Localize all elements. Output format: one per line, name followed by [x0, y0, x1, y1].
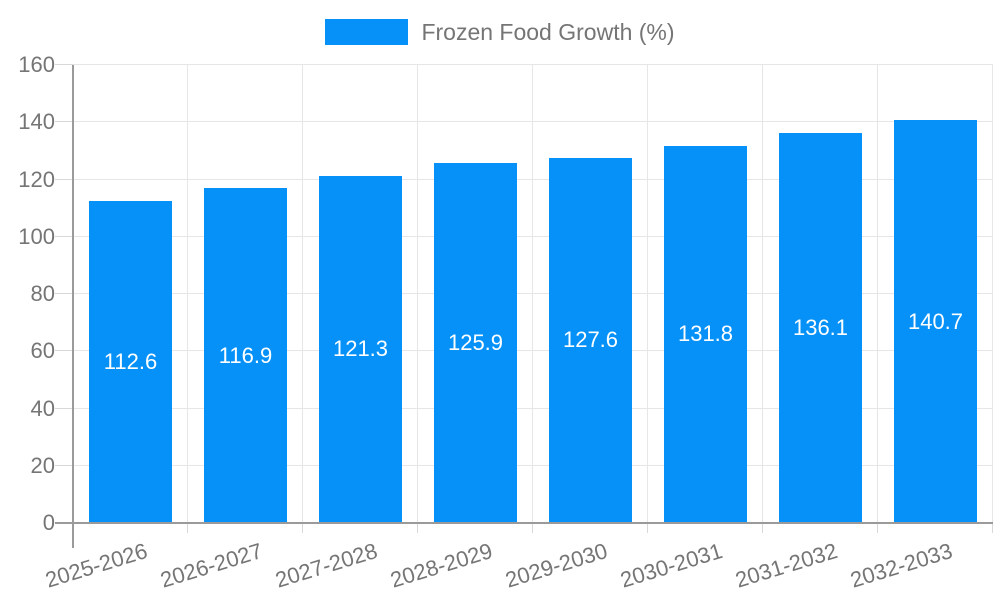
- bar: [434, 162, 517, 523]
- gridline-y: [73, 178, 993, 180]
- bar-value-label: 136.1: [792, 315, 849, 341]
- gridline-y: [73, 407, 993, 409]
- x-axis-tick: [417, 523, 418, 533]
- bar-value-label: 121.3: [332, 336, 389, 362]
- x-axis-tick: [647, 523, 648, 533]
- x-axis-category-label: 2027-2028: [271, 538, 380, 593]
- x-axis-category-label: 2026-2027: [156, 538, 265, 593]
- y-axis-line: [72, 65, 74, 548]
- y-axis-tick-label: 140: [18, 109, 55, 135]
- gridline-y: [73, 293, 993, 294]
- legend[interactable]: Frozen Food Growth (%): [0, 16, 1000, 48]
- gridline-y: [73, 235, 993, 237]
- bar: [319, 175, 402, 523]
- x-axis-baseline: [55, 522, 993, 524]
- y-axis-tick: [55, 464, 73, 466]
- y-axis-tick-label: 100: [18, 223, 55, 249]
- x-axis-category-label: 2029-2030: [501, 538, 610, 593]
- gridline-x: [532, 65, 533, 523]
- y-axis-tick-label: 60: [30, 338, 55, 364]
- gridline-x: [992, 65, 993, 523]
- bar-value-label: 116.9: [218, 342, 273, 368]
- y-axis-tick: [55, 178, 73, 180]
- gridline-x: [877, 65, 878, 523]
- gridline-y: [73, 121, 993, 123]
- y-axis-tick-label: 120: [18, 166, 55, 192]
- bar-value-label: 127.6: [562, 327, 619, 353]
- bar-value-label: 112.6: [103, 348, 158, 374]
- gridline-y: [73, 64, 993, 65]
- y-axis-tick-label: 40: [30, 395, 55, 421]
- y-axis-tick: [55, 293, 73, 294]
- legend-label: Frozen Food Growth (%): [421, 18, 675, 45]
- legend-swatch-icon: [325, 19, 409, 45]
- x-axis-tick: [532, 523, 533, 533]
- bar: [779, 133, 862, 523]
- x-axis-category-label: 2025-2026: [41, 538, 150, 593]
- bar-value-label: 125.9: [447, 329, 504, 355]
- y-axis-tick: [55, 235, 73, 237]
- x-axis-tick: [877, 523, 878, 533]
- gridline-x: [762, 65, 763, 523]
- x-axis-category-label: 2032-2033: [846, 538, 955, 593]
- bar: [204, 188, 287, 523]
- bar-value-label: 140.7: [907, 308, 964, 334]
- gridline-x: [187, 65, 188, 523]
- bar-value-label: 131.8: [677, 321, 734, 347]
- x-axis-tick: [302, 523, 303, 533]
- y-axis-tick-label: 20: [30, 452, 55, 478]
- gridline-y: [73, 350, 993, 352]
- gridline-x: [647, 65, 648, 523]
- x-axis-tick: [187, 523, 188, 533]
- bar: [549, 157, 632, 523]
- x-axis-category-label: 2031-2032: [731, 538, 840, 593]
- x-axis-tick: [992, 523, 993, 533]
- bar: [894, 120, 977, 523]
- x-axis-category-label: 2030-2031: [616, 538, 725, 593]
- bar: [664, 145, 747, 523]
- y-axis-tick: [55, 64, 73, 65]
- x-axis-tick: [762, 523, 763, 533]
- gridline-x: [302, 65, 303, 523]
- x-axis-category-label: 2028-2029: [386, 538, 495, 593]
- gridline-x: [417, 65, 418, 523]
- gridline-y: [73, 464, 993, 466]
- bar: [89, 200, 172, 523]
- y-axis-tick-label: 0: [42, 510, 55, 535]
- y-axis-tick-label: 160: [18, 52, 55, 77]
- y-axis-tick: [55, 350, 73, 352]
- y-axis-tick: [55, 407, 73, 409]
- y-axis-tick: [55, 121, 73, 123]
- y-axis-tick-label: 80: [30, 281, 55, 306]
